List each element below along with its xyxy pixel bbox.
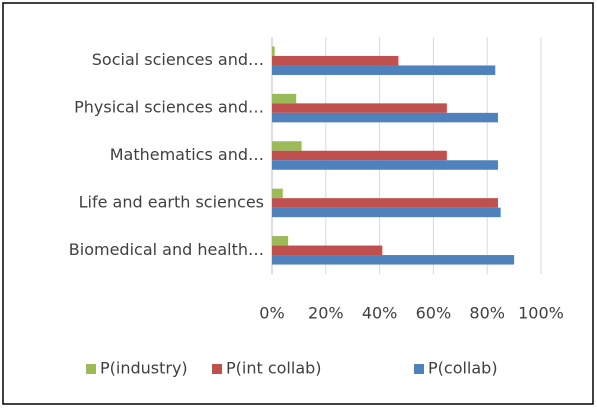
- x-tick-label: 80%: [469, 304, 505, 323]
- bar: [272, 65, 496, 75]
- bar: [272, 103, 447, 113]
- bar: [272, 46, 275, 56]
- bar: [272, 236, 289, 246]
- legend-label: P(industry): [100, 359, 188, 378]
- bar: [272, 245, 383, 256]
- y-tick-label: Social sciences and…: [92, 50, 264, 69]
- legend-swatch: [414, 364, 424, 374]
- y-tick-label: Life and earth sciences: [79, 192, 264, 211]
- bar: [272, 55, 399, 66]
- legend-label: P(int collab): [226, 359, 322, 378]
- bar: [272, 198, 498, 208]
- bar: [272, 188, 283, 199]
- bar: [272, 207, 501, 218]
- x-tick-label: 20%: [308, 304, 344, 323]
- bar: [272, 160, 498, 170]
- x-tick-label: 0%: [259, 304, 284, 323]
- x-tick-label: 60%: [416, 304, 452, 323]
- legend-label: P(collab): [428, 359, 498, 378]
- bar: [272, 112, 498, 123]
- legend-swatch: [212, 364, 222, 374]
- x-tick-label: 40%: [362, 304, 398, 323]
- bar: [272, 141, 302, 151]
- y-tick-label: Mathematics and…: [110, 145, 264, 164]
- legend-swatch: [86, 364, 96, 374]
- bar: [272, 93, 297, 104]
- x-tick-label: 100%: [518, 304, 564, 323]
- bar: [272, 255, 515, 265]
- bar: [272, 150, 447, 161]
- y-tick-label: Physical sciences and…: [74, 98, 264, 117]
- y-tick-label: Biomedical and health…: [69, 240, 264, 259]
